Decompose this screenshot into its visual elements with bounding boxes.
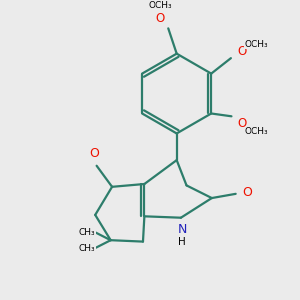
Text: O: O <box>155 12 164 25</box>
Text: H: H <box>178 237 186 247</box>
Text: O: O <box>242 186 252 199</box>
Text: OCH₃: OCH₃ <box>148 1 172 10</box>
Text: OCH₃: OCH₃ <box>245 127 268 136</box>
Text: CH₃: CH₃ <box>79 228 95 237</box>
Text: O: O <box>238 46 247 59</box>
Text: N: N <box>178 223 187 236</box>
Text: O: O <box>89 147 99 161</box>
Text: OCH₃: OCH₃ <box>245 40 268 49</box>
Text: O: O <box>238 117 247 130</box>
Text: CH₃: CH₃ <box>79 244 95 253</box>
